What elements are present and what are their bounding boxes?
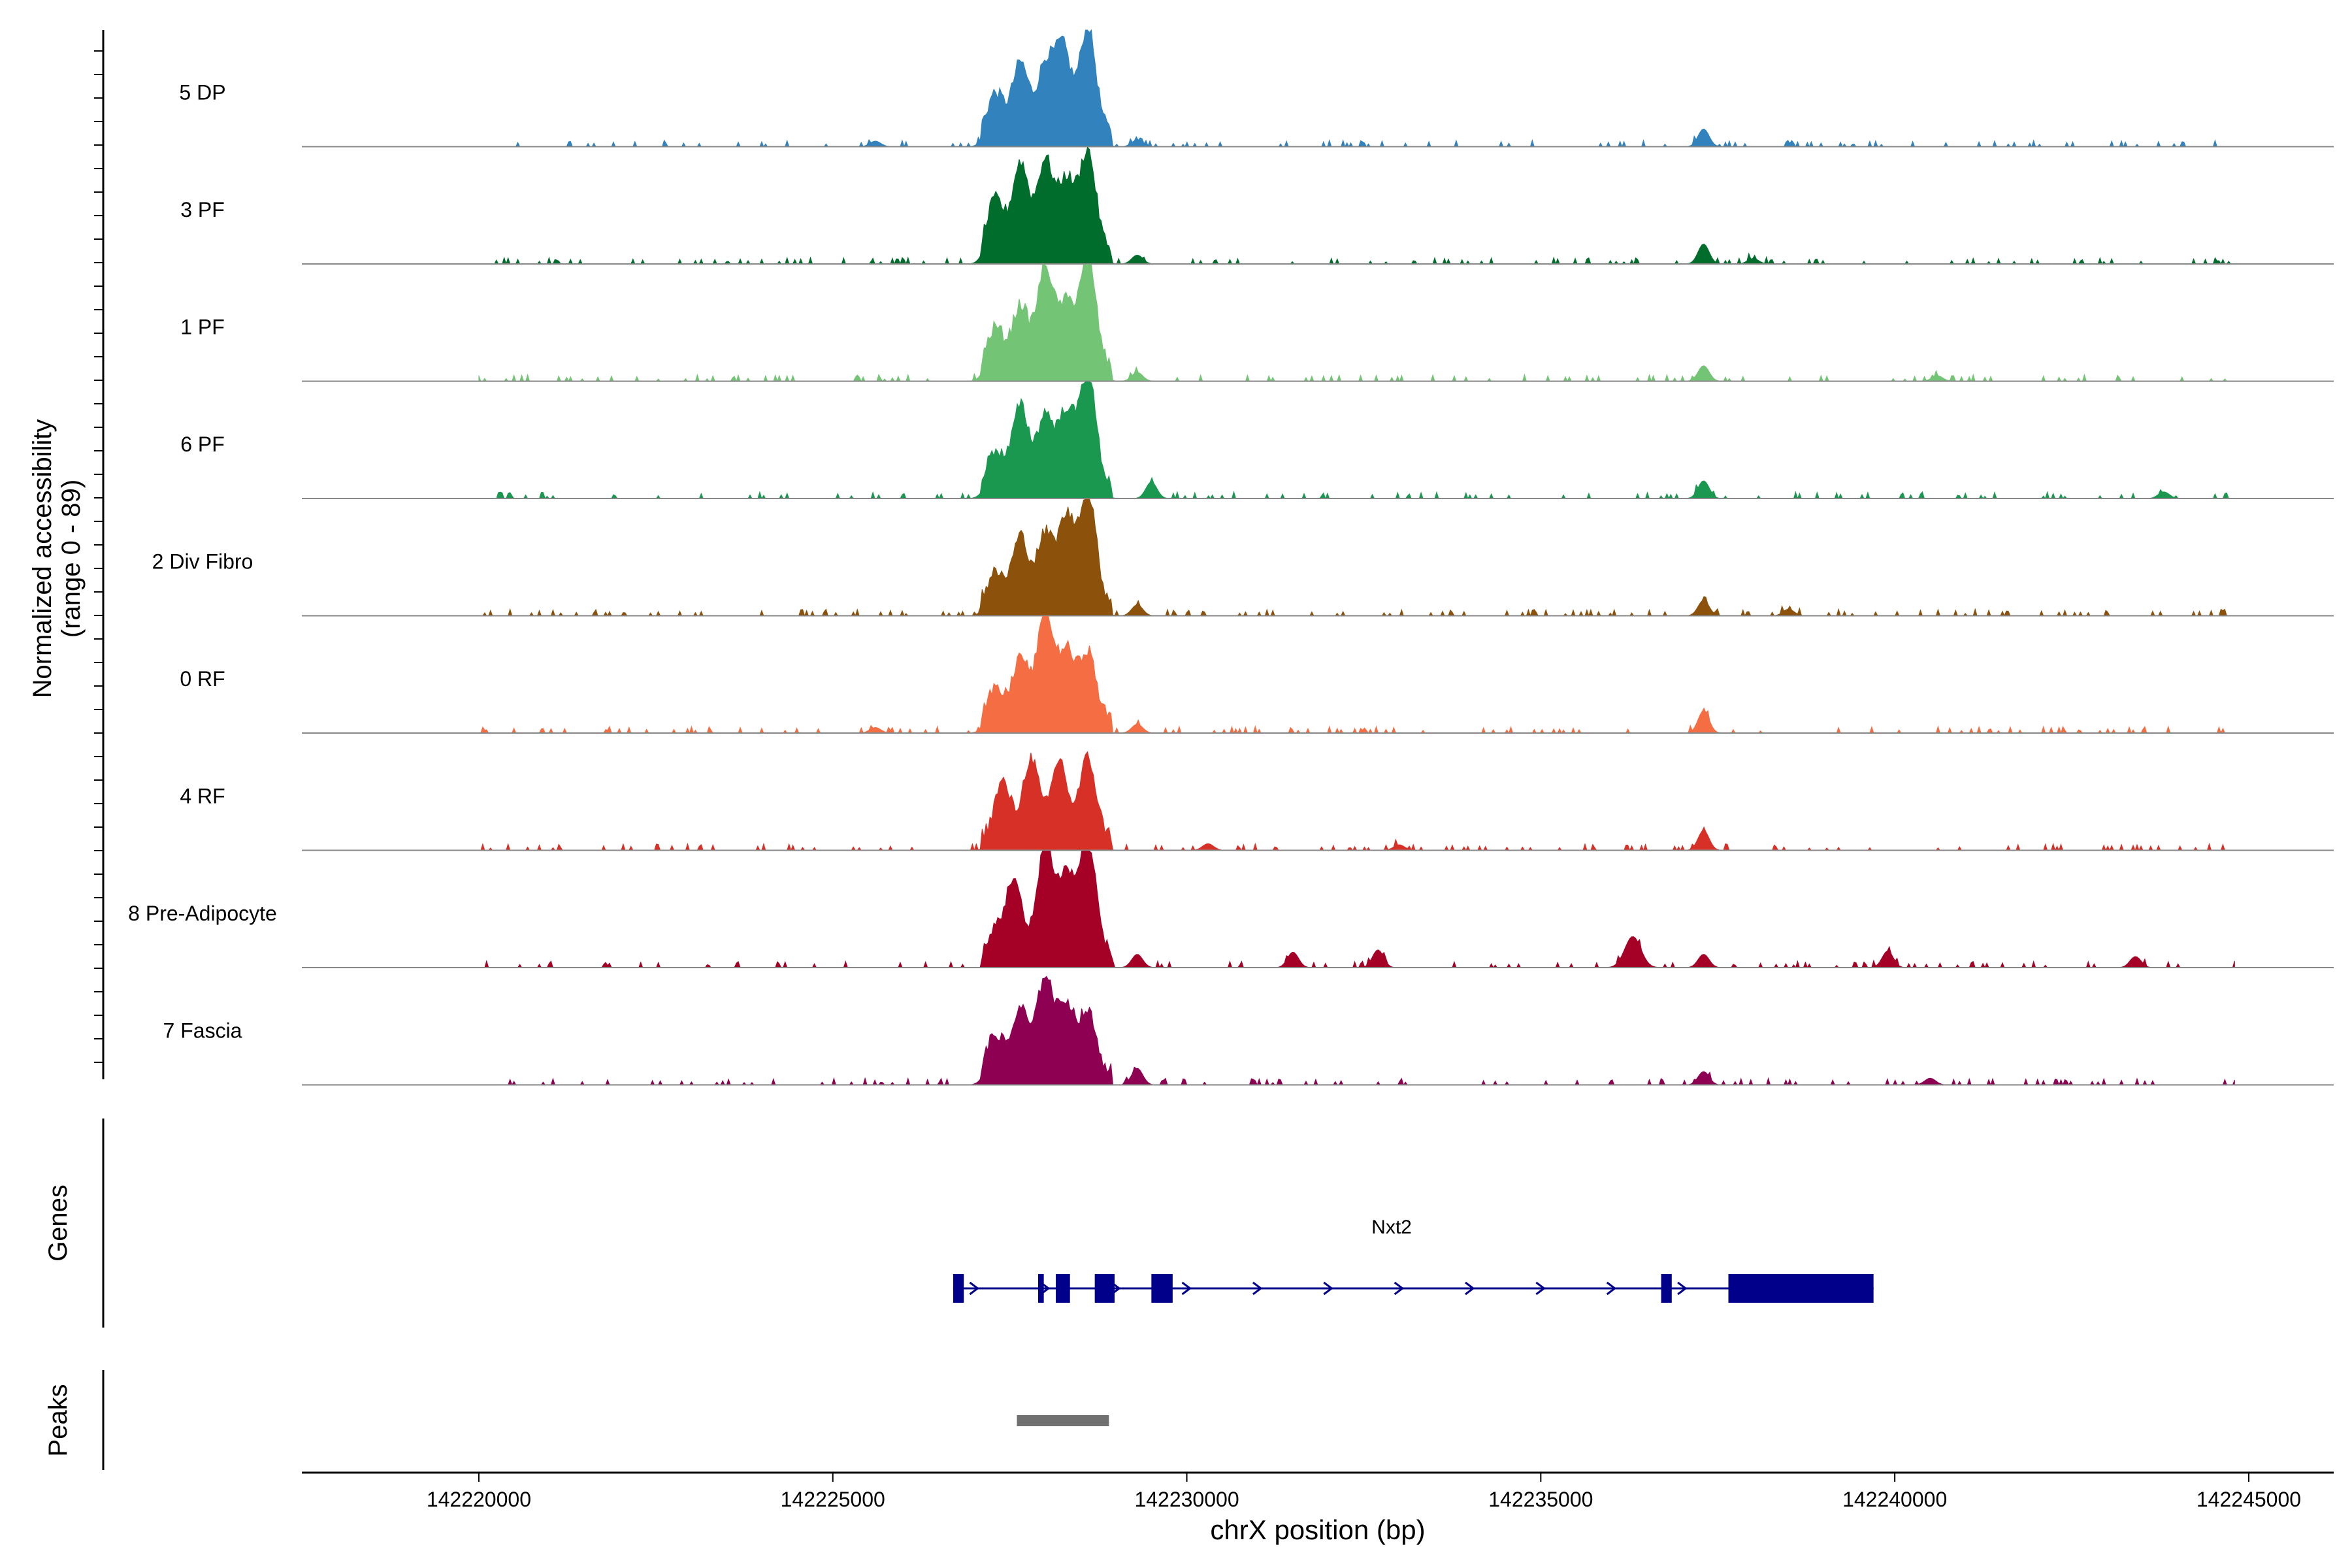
track-1: 5 DP <box>179 29 2334 148</box>
strand-arrow <box>1606 1281 1617 1296</box>
gene-exon <box>1037 1274 1044 1303</box>
gene-exon <box>1151 1274 1173 1303</box>
peaks-panel: Peaks <box>44 1370 1109 1470</box>
gene-exon <box>1661 1274 1672 1303</box>
track-label: 7 Fascia <box>163 1019 242 1043</box>
genes-axis-label: Genes <box>44 1184 73 1262</box>
track-8: 8 Pre-Adipocyte <box>128 851 2334 969</box>
x-axis-tick-label: 142235000 <box>1488 1488 1593 1511</box>
y-axis-title-line1: Normalized accessibility <box>28 419 57 698</box>
strand-arrow <box>1535 1281 1546 1296</box>
x-axis-title: chrX position (bp) <box>1210 1514 1425 1545</box>
strand-arrow <box>1252 1281 1263 1296</box>
track-label: 3 PF <box>180 198 225 221</box>
peak-regions <box>1017 1415 1109 1426</box>
x-axis-tick-label: 142220000 <box>427 1488 531 1511</box>
x-axis-tick-label: 142240000 <box>1842 1488 1947 1511</box>
peak-region-bar <box>1017 1415 1109 1426</box>
track-label: 1 PF <box>180 316 225 339</box>
track-label: 2 Div Fibro <box>152 550 253 574</box>
gene-exon <box>1056 1274 1070 1303</box>
track-3: 1 PF <box>180 264 2334 383</box>
strand-arrow <box>1323 1281 1333 1296</box>
strand-arrow <box>969 1281 979 1296</box>
strand-arrow <box>1465 1281 1475 1296</box>
strand-arrow <box>1181 1281 1192 1296</box>
track-label: 4 RF <box>180 785 225 808</box>
track-4: 6 PF <box>180 382 2334 500</box>
track-5: 2 Div Fibro <box>152 498 2334 617</box>
track-label: 5 DP <box>179 81 225 105</box>
track-7: 4 RF <box>180 751 2334 852</box>
track-2: 3 PF <box>180 146 2334 265</box>
peaks-axis-label: Peaks <box>44 1384 73 1456</box>
track-label: 8 Pre-Adipocyte <box>128 902 277 925</box>
x-axis-tick-label: 142225000 <box>781 1488 885 1511</box>
x-axis: 142220000 142225000 142230000 142235000 1422… <box>302 1471 2334 1511</box>
gene-exon <box>953 1274 964 1303</box>
coverage-left-axis <box>94 30 105 1079</box>
gene-exon <box>1728 1274 1874 1303</box>
strand-arrow <box>1677 1281 1688 1296</box>
x-axis-tick-label: 142245000 <box>2197 1488 2301 1511</box>
strand-arrow <box>1394 1281 1405 1296</box>
x-axis-tick-label: 142230000 <box>1134 1488 1239 1511</box>
track-6: 0 RF <box>180 616 2334 734</box>
gene-name-label: Nxt2 <box>1371 1217 1412 1238</box>
gene-exon <box>1094 1274 1115 1303</box>
coverage-tracks: 5 DP 3 PF 1 PF 6 PF 2 Div Fibro 0 RF 4 RF 8 Pre… <box>128 29 2334 1086</box>
y-axis-title: Normalized accessibility (range 0 - 89) <box>28 419 86 698</box>
y-axis-title-line2: (range 0 - 89) <box>57 480 86 638</box>
gene-model <box>953 1274 1874 1303</box>
genes-panel: Genes Nxt2 <box>44 1119 1874 1328</box>
track-label: 0 RF <box>180 667 225 691</box>
track-9: 7 Fascia <box>163 975 2334 1086</box>
track-label: 6 PF <box>180 433 225 456</box>
